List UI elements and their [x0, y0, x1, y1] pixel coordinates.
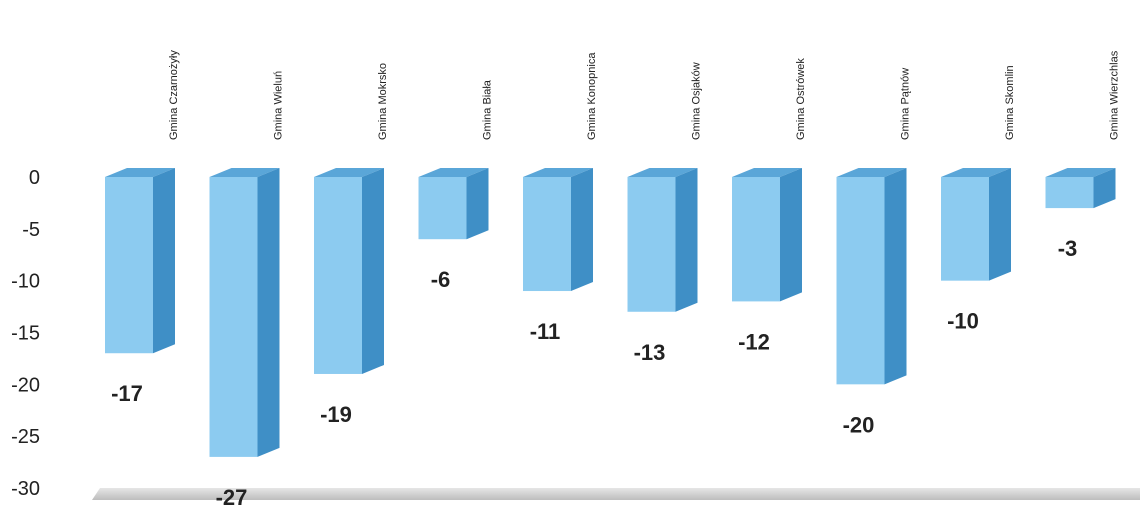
category-label: Gmina Pątnów [900, 68, 912, 140]
y-tick-label: -10 [11, 271, 40, 293]
chart-floor [92, 488, 1140, 500]
category-label: Gmina Biała [482, 79, 494, 140]
category-label: Gmina Wierzchlas [1109, 50, 1121, 140]
bar-front-face [209, 177, 258, 457]
bar-side-face [257, 168, 280, 457]
data-label: -20 [843, 412, 875, 437]
y-tick-label: -25 [11, 426, 40, 448]
bar-front-face [1045, 177, 1094, 209]
bar-top-face [105, 168, 175, 177]
category-label: Gmina Wieluń [273, 71, 285, 140]
bar-side-face [780, 168, 802, 302]
category-label: Gmina Skomlin [1004, 65, 1016, 140]
category-label: Gmina Osjaków [691, 62, 703, 140]
data-label: -27 [216, 485, 248, 510]
bar-side-face [884, 168, 907, 385]
data-label: -13 [634, 340, 666, 365]
bar-top-face [627, 168, 698, 177]
bar-front-face [941, 177, 989, 281]
category-label: Gmina Mokrsko [377, 63, 389, 140]
bar [314, 168, 384, 374]
data-label: -11 [530, 319, 561, 344]
y-tick-label: -20 [11, 374, 40, 396]
bar-side-face [466, 168, 489, 240]
bar-front-face [314, 177, 362, 374]
bar-side-face [675, 168, 698, 312]
data-label: -6 [431, 267, 451, 292]
bar-top-face [209, 168, 280, 177]
bar-front-face [627, 177, 676, 312]
bar-top-face [732, 168, 802, 177]
bar-top-face [836, 168, 907, 177]
y-tick-label: -15 [11, 323, 40, 345]
bar [105, 168, 175, 354]
bar-front-face [732, 177, 780, 302]
bar-front-face [523, 177, 571, 292]
bar-top-face [314, 168, 384, 177]
bar [836, 168, 907, 385]
bar [1045, 168, 1116, 209]
data-label: -19 [320, 402, 352, 427]
bar-front-face [105, 177, 153, 354]
data-label: -10 [947, 309, 979, 334]
bar-top-face [1045, 168, 1116, 177]
data-label: -17 [111, 381, 143, 406]
bar [941, 168, 1011, 281]
y-tick-label: -30 [11, 478, 40, 500]
category-label: Gmina Ostrówek [795, 58, 807, 140]
bar [732, 168, 802, 302]
bar [209, 168, 280, 457]
bar-side-face [1093, 168, 1116, 209]
bar-top-face [523, 168, 593, 177]
data-label: -12 [738, 329, 770, 354]
y-tick-label: 0 [29, 167, 40, 189]
bar-side-face [571, 168, 593, 292]
category-label: Gmina Czarnożyły [168, 50, 180, 140]
bar [523, 168, 593, 292]
bar-front-face [418, 177, 467, 240]
bar [627, 168, 698, 312]
bar-top-face [418, 168, 489, 177]
data-label: -3 [1058, 236, 1078, 261]
bar [418, 168, 489, 240]
bar-side-face [153, 168, 175, 354]
category-label: Gmina Konopnica [586, 52, 598, 140]
bar-front-face [836, 177, 885, 385]
bar-top-face [941, 168, 1011, 177]
y-tick-label: -5 [22, 219, 40, 241]
bar-side-face [989, 168, 1011, 281]
bar-side-face [362, 168, 384, 374]
